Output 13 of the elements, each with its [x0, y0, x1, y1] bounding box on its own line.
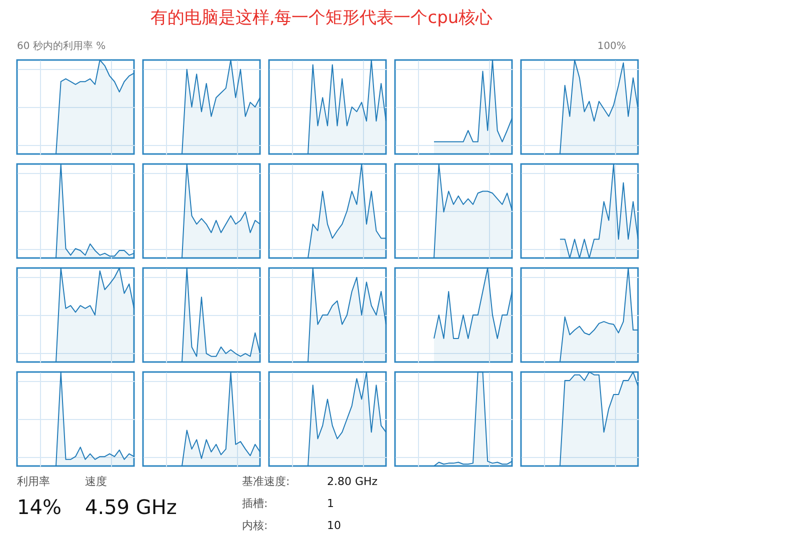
text: 4.59 GHz	[85, 495, 177, 519]
text: 有的电脑是这样,每一个矩形代表一个cpu核心	[150, 8, 493, 28]
text: 速度	[85, 475, 107, 488]
text: 100%	[597, 41, 626, 52]
text: 插槽:	[242, 497, 268, 510]
text: 1	[327, 497, 334, 510]
text: 14%	[17, 495, 62, 519]
text: 60 秒内的利用率 %	[17, 40, 106, 52]
text: 内核:	[242, 519, 268, 532]
text: 2.80 GHz	[327, 475, 378, 488]
text: 10	[327, 519, 341, 532]
text: 利用率	[17, 475, 50, 488]
text: 基准速度:	[242, 475, 290, 488]
